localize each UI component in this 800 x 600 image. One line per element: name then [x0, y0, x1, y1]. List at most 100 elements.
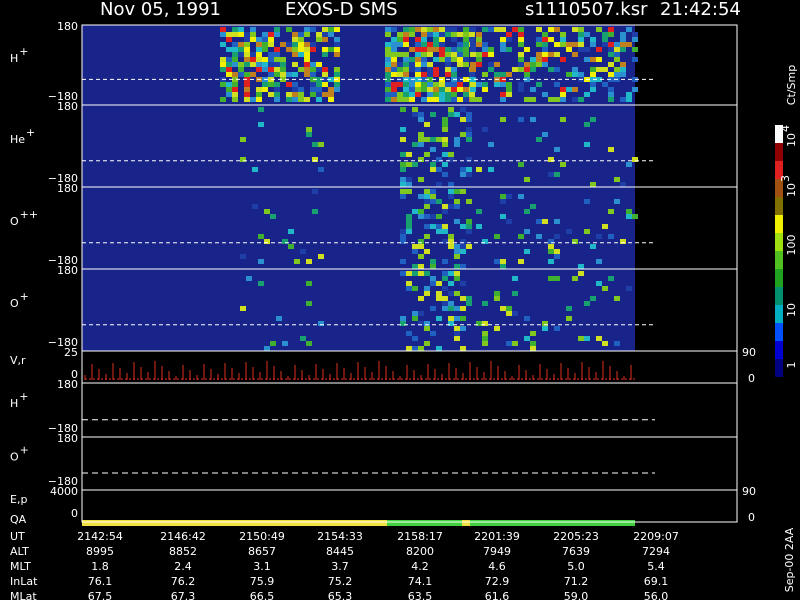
row-value: 7639 — [562, 545, 590, 558]
spectrogram-cell — [238, 32, 244, 37]
spectrogram-cell — [560, 32, 566, 37]
spectrogram-cell — [421, 57, 427, 62]
spectrogram-cell — [566, 316, 572, 321]
spectrogram-cell — [252, 167, 258, 172]
spectrogram-cell — [476, 37, 482, 42]
spectrogram-cell — [500, 199, 506, 204]
spectrogram-cell — [436, 346, 442, 351]
spectrogram-cell — [548, 249, 554, 254]
spectrogram-cell — [334, 82, 340, 87]
spectrogram-cell — [310, 72, 316, 77]
spectrogram-cell — [391, 47, 397, 52]
spectrogram-cell — [220, 27, 226, 32]
spectrogram-cell — [226, 62, 232, 67]
spectrogram-cell — [424, 137, 430, 142]
spectrogram-cell — [397, 32, 403, 37]
spectrogram-cell — [400, 229, 406, 234]
spectrogram-cell — [280, 72, 286, 77]
spectrogram-cell — [442, 122, 448, 127]
row-value: 75.9 — [250, 575, 275, 588]
spectrogram-cell — [466, 224, 472, 229]
spectrogram-cell — [566, 42, 572, 47]
spectrogram-cell — [238, 52, 244, 57]
spectrogram-cell — [306, 281, 312, 286]
spectrogram-cell — [418, 137, 424, 142]
spectrogram-cell — [262, 32, 268, 37]
spectrogram-cell — [436, 291, 442, 296]
spectrogram-cell — [403, 72, 409, 77]
spectrogram-cell — [572, 72, 578, 77]
spectrogram-cell — [482, 127, 488, 132]
spectrogram-cell — [442, 306, 448, 311]
spectrogram-cell — [262, 37, 268, 42]
spectrogram-cell — [304, 62, 310, 67]
spectrogram-cell — [608, 47, 614, 52]
row-value: 61.6 — [485, 590, 510, 600]
spectrogram-cell — [536, 27, 542, 32]
spectrogram-cell — [445, 57, 451, 62]
spectrogram-cell — [418, 142, 424, 147]
spectrogram-cell — [548, 97, 554, 102]
spectrogram-cell — [292, 82, 298, 87]
spectrogram-cell — [482, 301, 488, 306]
spectrogram-cell — [391, 87, 397, 92]
spectrogram-cell — [460, 249, 466, 254]
spectrogram-cell — [262, 62, 268, 67]
spectrogram-cell — [415, 42, 421, 47]
spectrogram-cell — [306, 259, 312, 264]
spectrogram-cell — [542, 47, 548, 52]
spectrogram-cell — [463, 27, 469, 32]
spectrogram-cell — [409, 62, 415, 67]
spectrogram-cell — [433, 87, 439, 92]
spectrogram-cell — [530, 117, 536, 122]
spectrogram-cell — [457, 97, 463, 102]
colorbar-cell — [775, 359, 783, 377]
spectrogram-cell — [448, 234, 454, 239]
spectrogram-cell — [460, 346, 466, 351]
colorbar-cell — [775, 125, 783, 143]
spectrogram-cell — [524, 209, 530, 214]
spectrogram-cell — [608, 52, 614, 57]
spectrogram-cell — [406, 331, 412, 336]
spectrogram-cell — [445, 32, 451, 37]
spectrogram-cell — [524, 47, 530, 52]
spectrogram-cell — [584, 199, 590, 204]
spectrogram-cell — [258, 259, 264, 264]
spectrogram-cell — [226, 82, 232, 87]
spectrogram-cell — [578, 72, 584, 77]
spectrogram-cell — [451, 92, 457, 97]
row-value: 2154:33 — [317, 530, 363, 543]
spectrogram-cell — [560, 92, 566, 97]
spectrogram-cell — [448, 107, 454, 112]
spectrogram-cell — [524, 67, 530, 72]
spectrogram-cell — [454, 204, 460, 209]
spectrogram-cell — [298, 97, 304, 102]
spectrogram-cell — [554, 27, 560, 32]
spectrogram-cell — [400, 107, 406, 112]
spectrogram-cell — [424, 204, 430, 209]
spectrogram-cell — [250, 72, 256, 77]
spectrogram-cell — [596, 57, 602, 62]
spectrogram-cell — [415, 37, 421, 42]
spectrogram-cell — [274, 82, 280, 87]
spectrogram-cell — [312, 157, 318, 162]
spectrogram-cell — [424, 199, 430, 204]
spectrogram-cell — [554, 326, 560, 331]
spectrogram-cell — [298, 92, 304, 97]
spectrogram-cell — [494, 82, 500, 87]
spectrogram-cell — [318, 254, 324, 259]
spectrogram-cell — [256, 42, 262, 47]
spectrogram-cell — [439, 87, 445, 92]
panel-label: H — [10, 397, 18, 410]
spectrogram-cell — [476, 62, 482, 67]
spectrogram-cell — [430, 147, 436, 152]
spectrogram-bg — [82, 105, 635, 187]
spectrogram-cell — [445, 67, 451, 72]
spectrogram-cell — [286, 92, 292, 97]
spectrogram-cell — [220, 57, 226, 62]
spectrogram-cell — [500, 97, 506, 102]
spectrogram-cell — [400, 152, 406, 157]
spectrogram-cell — [548, 37, 554, 42]
spectrogram-cell — [536, 82, 542, 87]
spectrogram-cell — [626, 27, 632, 32]
